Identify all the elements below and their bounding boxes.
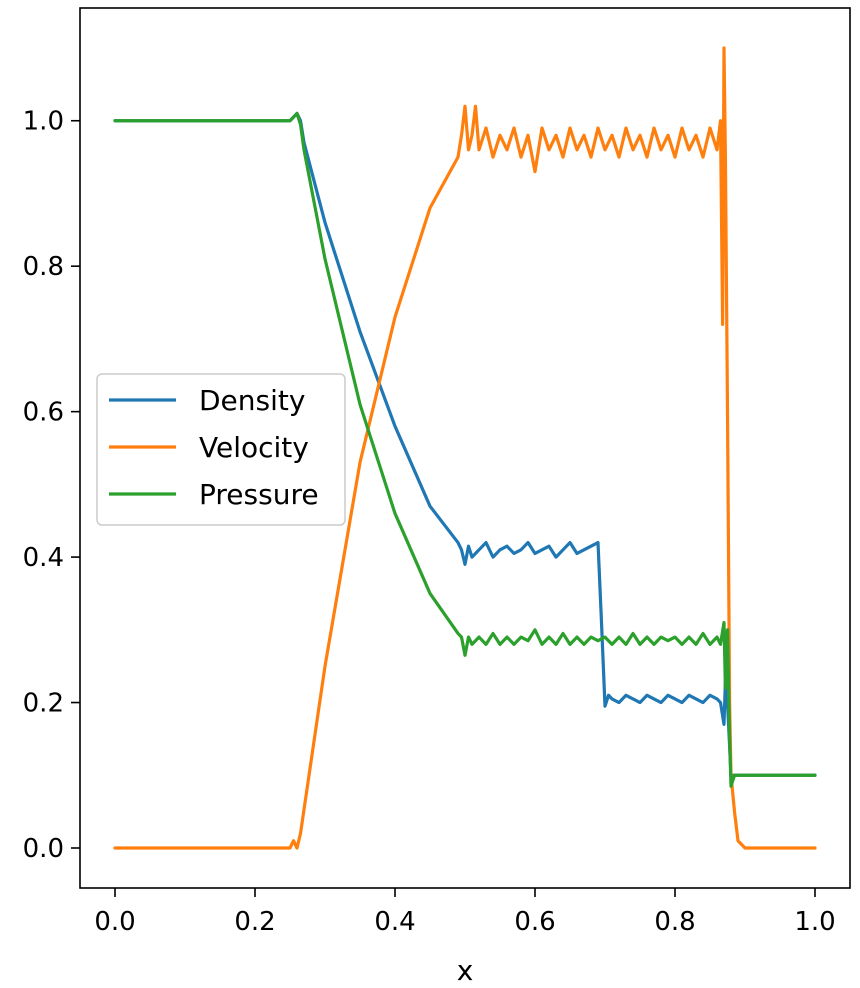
legend-box [96,373,346,526]
x-tick-label: 0.8 [654,907,695,937]
y-tick-label: 0.0 [23,834,64,864]
plot-frame [79,7,851,889]
x-axis-label: x [457,954,474,987]
y-axis-ticks: 0.0 0.2 0.4 0.6 0.8 1.0 [23,107,80,864]
x-tick-label: 1.0 [794,907,835,937]
series-line-velocity [113,46,817,850]
series-line-pressure [113,111,817,788]
legend: Density Velocity Pressure [96,373,346,526]
y-tick-label: 0.6 [23,398,64,428]
x-tick-label: 0.2 [234,907,275,937]
x-tick-label: 0.4 [374,907,415,937]
x-tick-label: 0.0 [94,907,135,937]
y-tick-label: 0.8 [23,252,64,282]
y-tick-label: 0.4 [23,543,64,573]
series-line-density [113,111,817,777]
legend-label-velocity: Velocity [199,431,309,464]
series-layer [113,46,817,850]
y-tick-label: 1.0 [23,107,64,137]
legend-label-pressure: Pressure [199,478,319,511]
y-tick-label: 0.2 [23,689,64,719]
x-tick-label: 0.6 [514,907,555,937]
x-axis-ticks: 0.0 0.2 0.4 0.6 0.8 1.0 [94,888,836,937]
legend-label-density: Density [199,384,305,417]
